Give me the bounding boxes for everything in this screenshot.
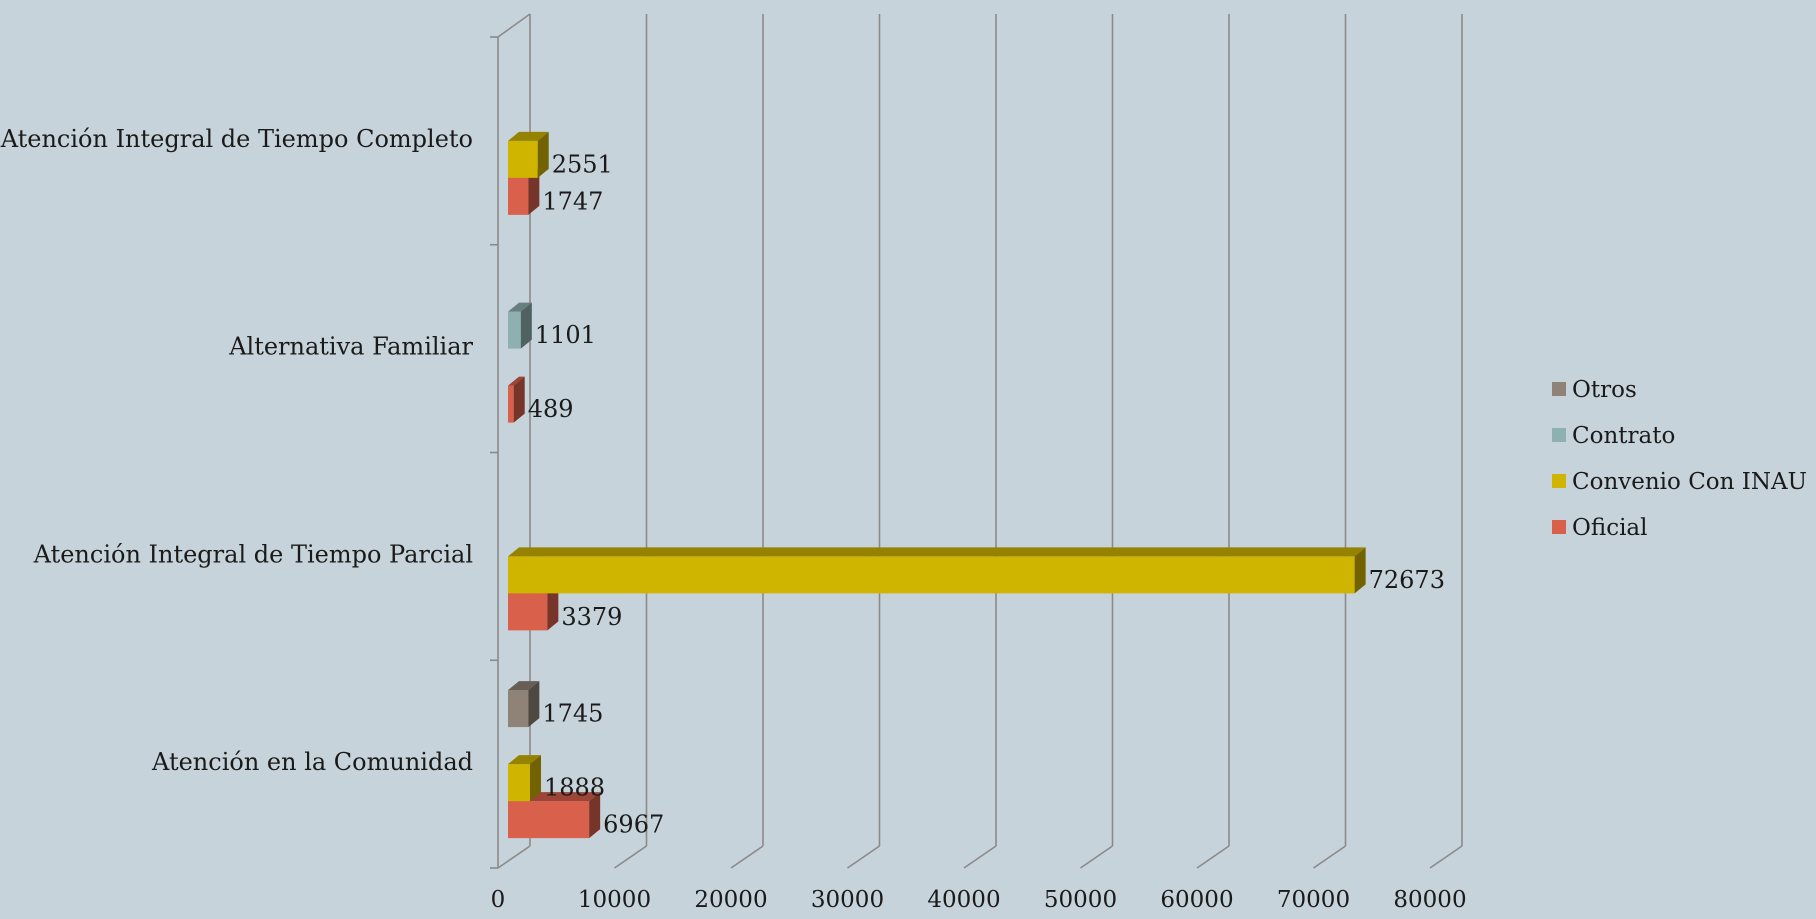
x-tick-label: 0 xyxy=(491,887,506,913)
bar-convenio-con-inau-atencion-integral-de-tiempo-completo xyxy=(508,140,538,178)
gridline-floor xyxy=(614,845,647,869)
data-label: 1888 xyxy=(544,774,605,802)
bar-oficial-atencion-integral-de-tiempo-parcial xyxy=(508,593,548,631)
bar-convenio-con-inau-atencion-en-la-comunidad xyxy=(508,764,530,802)
bar-otros-atencion-en-la-comunidad-top xyxy=(508,681,540,691)
bar-oficial-atencion-integral-de-tiempo-completo-side xyxy=(528,168,540,215)
bar-otros-atencion-en-la-comunidad xyxy=(508,690,529,728)
legend-swatch-otros xyxy=(1552,382,1566,396)
bar-convenio-con-inau-atencion-en-la-comunidad-top xyxy=(508,755,541,765)
legend-swatch-convenio-con-inau xyxy=(1552,474,1566,488)
bar-oficial-alternativa-familiar-side xyxy=(513,376,525,423)
x-tick-label: 60000 xyxy=(1160,887,1233,913)
data-label: 3379 xyxy=(561,603,622,631)
bar-convenio-con-inau-atencion-en-la-comunidad-side xyxy=(529,755,541,802)
x-tick-label: 80000 xyxy=(1393,887,1466,913)
bar-otros-atencion-en-la-comunidad-side xyxy=(528,681,540,728)
gridline-floor xyxy=(1313,845,1346,869)
legend-label-contrato: Contrato xyxy=(1572,423,1675,449)
bar-convenio-con-inau-atencion-integral-de-tiempo-completo-top xyxy=(508,131,549,141)
gridline-floor xyxy=(1429,845,1463,869)
x-tick-label: 50000 xyxy=(1044,887,1117,913)
bar-convenio-con-inau-atencion-integral-de-tiempo-parcial xyxy=(508,556,1355,594)
data-label: 1747 xyxy=(542,187,603,215)
x-tick-label: 20000 xyxy=(694,887,767,913)
legend-swatch-contrato xyxy=(1552,428,1566,442)
data-label: 72673 xyxy=(1369,566,1445,594)
category-label: Atención Integral de Tiempo Completo xyxy=(0,125,473,153)
data-label: 6967 xyxy=(603,811,664,839)
bar-oficial-atencion-integral-de-tiempo-parcial-side xyxy=(547,584,559,631)
bar-oficial-alternativa-familiar xyxy=(508,385,514,423)
bar-contrato-alternativa-familiar-top xyxy=(508,302,532,312)
x-tick-label: 30000 xyxy=(811,887,884,913)
gridline-floor xyxy=(730,845,764,869)
legend-label-oficial: Oficial xyxy=(1572,515,1648,541)
x-tick-label: 70000 xyxy=(1277,887,1350,913)
bar-oficial-atencion-integral-de-tiempo-completo xyxy=(508,177,529,215)
data-label: 489 xyxy=(528,395,574,423)
gridline-floor xyxy=(1080,845,1113,869)
bar-oficial-atencion-en-la-comunidad-side xyxy=(589,792,601,839)
x-tick-label: 40000 xyxy=(927,887,1000,913)
category-axis-top xyxy=(497,13,531,38)
category-label: Alternativa Familiar xyxy=(228,333,473,361)
bar-contrato-alternativa-familiar xyxy=(508,311,521,349)
category-label: Atención Integral de Tiempo Parcial xyxy=(33,540,473,568)
gridline-floor xyxy=(1196,845,1230,869)
legend-label-convenio-con-inau: Convenio Con INAU xyxy=(1572,469,1807,495)
gridline-floor xyxy=(497,845,531,869)
bar-convenio-con-inau-atencion-integral-de-tiempo-parcial-top xyxy=(508,547,1366,557)
bar-convenio-con-inau-atencion-integral-de-tiempo-completo-side xyxy=(537,131,549,178)
gridline-floor xyxy=(963,845,997,869)
category-label: Atención en la Comunidad xyxy=(151,748,473,776)
bar-contrato-alternativa-familiar-side xyxy=(520,302,532,349)
bar-oficial-alternativa-familiar-top xyxy=(508,376,525,386)
legend-label-otros: Otros xyxy=(1572,377,1637,403)
gridline-floor xyxy=(847,845,880,869)
data-label: 1101 xyxy=(535,321,596,349)
data-label: 1745 xyxy=(542,700,603,728)
bar-convenio-con-inau-atencion-integral-de-tiempo-parcial-side xyxy=(1354,547,1366,594)
bar-oficial-atencion-en-la-comunidad xyxy=(508,801,590,839)
data-label: 2551 xyxy=(552,150,613,178)
x-tick-label: 10000 xyxy=(578,887,651,913)
legend-swatch-oficial xyxy=(1552,520,1566,534)
